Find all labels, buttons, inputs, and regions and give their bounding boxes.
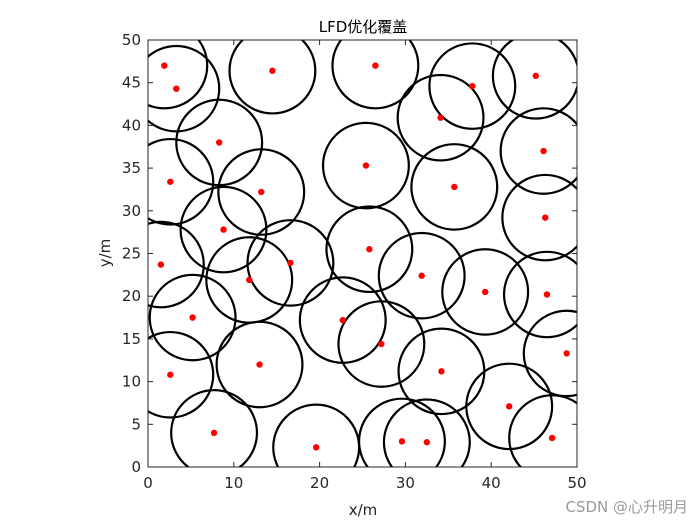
coverage-circle-14 (501, 173, 577, 262)
coverage-circle-32 (508, 394, 577, 467)
sensor-point-20 (246, 276, 253, 284)
sensor-point-32 (548, 434, 556, 442)
x-axis-title: x/m (349, 501, 378, 519)
sensor-point-13 (258, 188, 265, 196)
coverage-circle-26 (522, 309, 577, 398)
coverage-circle-23 (148, 273, 237, 362)
sensor-point-9 (540, 147, 547, 155)
coverage-circle-12 (410, 143, 499, 231)
sensor-point-21 (481, 288, 489, 296)
sensor-point-24 (339, 316, 346, 324)
sensor-point-26 (563, 350, 570, 357)
sensor-point-18 (157, 261, 165, 268)
coverage-circle-10 (321, 121, 410, 210)
sensor-point-29 (167, 371, 174, 378)
sensor-point-30 (506, 403, 513, 410)
coverage-circle-16 (325, 205, 414, 294)
y-tick-label-50: 50 (122, 31, 141, 49)
axes: 0 10 20 30 40 50 0 5 10 15 20 25 30 35 40 45 50 (122, 31, 587, 492)
coverage-circle-29 (148, 330, 215, 419)
watermark: CSDN @心升明月 (565, 498, 688, 516)
coverage-circle-13 (217, 148, 306, 236)
sensor-point-11 (167, 178, 174, 185)
plot-frame (147, 39, 578, 468)
sensor-point-34 (423, 439, 431, 446)
coverage-circle-17 (246, 219, 335, 307)
coverage-circle-1 (148, 40, 209, 110)
y-tick-label-5: 5 (131, 415, 141, 433)
sensor-point-33 (398, 438, 406, 445)
sensor-point-7 (437, 114, 444, 121)
y-tick-label-35: 35 (122, 159, 141, 177)
coverage-circle-18 (148, 220, 205, 309)
x-tick-label-50: 50 (567, 474, 586, 492)
sensor-point-2 (173, 85, 180, 92)
y-tick-label-10: 10 (122, 373, 141, 391)
coverage-circle-4 (331, 40, 420, 110)
sensor-point-3 (269, 67, 276, 74)
sensor-point-14 (542, 214, 549, 221)
sensor-point-31 (210, 429, 218, 437)
sensor-point-28 (438, 368, 445, 375)
y-tick-label-20: 20 (122, 287, 141, 305)
sensor-point-22 (543, 291, 551, 298)
y-tick-label-15: 15 (122, 330, 141, 348)
sensor-point-6 (532, 72, 540, 80)
y-axis-title: y/m (96, 239, 114, 268)
y-tick-label-0: 0 (131, 458, 141, 476)
coverage-circle-21 (441, 248, 530, 336)
x-tick-label-30: 30 (396, 474, 415, 492)
y-tick-label-25: 25 (122, 245, 141, 263)
coverage-circle-25 (337, 300, 426, 388)
coverage-circle-7 (396, 73, 485, 162)
coverage-circle-30 (465, 362, 554, 451)
coverage-circle-31 (170, 389, 259, 467)
y-tick-label-40: 40 (122, 116, 141, 134)
coverage-circle-5 (428, 42, 517, 130)
sensor-point-12 (451, 183, 458, 191)
coverage-circle-9 (499, 107, 577, 195)
coverage-circle-27 (215, 320, 304, 409)
sensor-point-19 (418, 272, 425, 279)
sensor-point-1 (161, 62, 168, 69)
y-tick-label-30: 30 (122, 202, 141, 220)
coverage-circle-3 (228, 40, 317, 115)
sensor-point-16 (366, 246, 373, 253)
x-tick-label-0: 0 (143, 474, 153, 492)
sensor-point-27 (256, 361, 263, 368)
coverage-circle-6 (491, 40, 577, 120)
sensor-point-25 (378, 340, 385, 348)
sensor-point-8 (216, 139, 223, 146)
sensor-point-5 (469, 82, 476, 90)
plot-area (148, 40, 577, 467)
x-tick-label-10: 10 (224, 474, 243, 492)
coverage-circles (148, 40, 577, 467)
chart-title: LFD优化覆盖 (319, 18, 408, 36)
coverage-circle-11 (148, 137, 215, 226)
sensor-points (157, 62, 570, 451)
sensor-point-15 (220, 226, 227, 233)
x-tick-label-20: 20 (310, 474, 329, 492)
coverage-circle-19 (377, 231, 466, 320)
coverage-circle-22 (502, 250, 577, 339)
coverage-circle-34 (382, 398, 471, 467)
y-tick-label-45: 45 (122, 74, 141, 92)
sensor-point-23 (189, 314, 196, 321)
coverage-circle-15 (179, 185, 268, 274)
coverage-circle-2 (148, 44, 221, 133)
sensor-point-10 (362, 162, 370, 169)
x-tick-label-40: 40 (482, 474, 501, 492)
sensor-point-17 (287, 259, 294, 267)
sensor-point-4 (372, 62, 379, 69)
coverage-circle-35 (272, 403, 361, 467)
sensor-point-35 (312, 444, 320, 451)
